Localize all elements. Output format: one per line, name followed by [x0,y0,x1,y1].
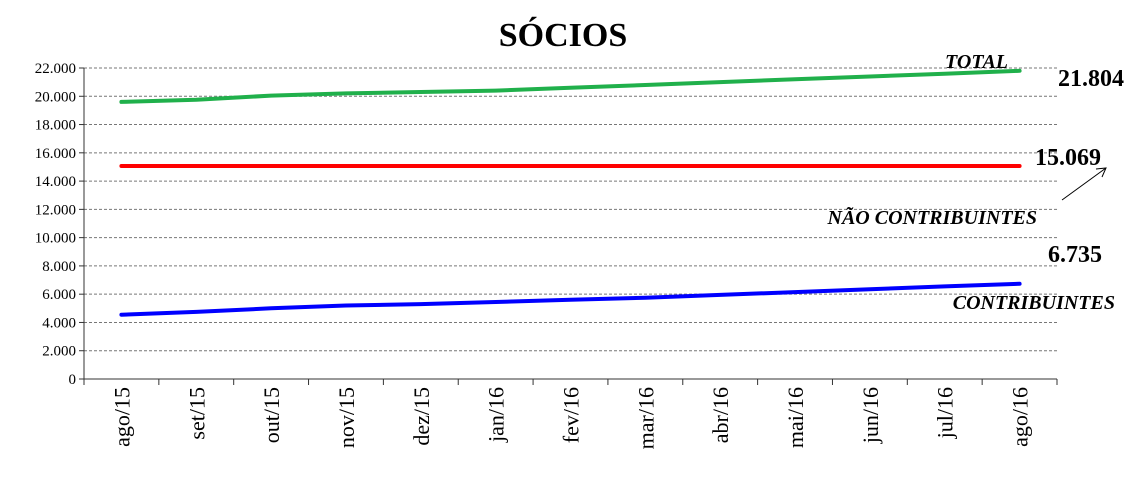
y-axis-ticks: 0 2.000 4.000 6.000 8.000 10.000 12.000 14.000 1… [35,61,84,388]
series-line [119,281,1022,317]
y-tick-label: 10.000 [35,231,76,247]
x-tick-label: fev/16 [559,387,584,443]
x-axis-ticks: ago/15 set/15 out/15 nov/15 dez/15 jan/16 fev/… [83,379,1058,449]
y-tick-label: 18.000 [35,118,76,134]
axes [83,68,1057,380]
series-line [119,68,1022,104]
y-tick-label: 16.000 [35,146,76,162]
x-tick-label: out/15 [259,387,284,443]
x-tick-label: mar/16 [633,387,658,449]
x-tick-label: mai/16 [783,387,808,448]
y-tick-label: 4.000 [42,315,76,331]
y-tick-label: 14.000 [35,174,76,190]
x-tick-label: jul/16 [933,387,958,439]
y-tick-label: 8.000 [42,259,76,275]
series-name-label: NÃO CONTRIBUINTES [827,206,1037,229]
y-tick-label: 22.000 [35,61,76,77]
y-tick-label: 2.000 [42,344,76,360]
x-tick-label: jun/16 [858,387,883,444]
x-tick-label: nov/15 [334,387,359,448]
leader-arrow-line [1061,167,1107,201]
x-tick-label: ago/16 [1008,387,1033,447]
y-tick-label: 12.000 [35,202,76,218]
series-name-label: CONTRIBUINTES [953,292,1115,314]
x-tick-label: set/15 [184,387,209,440]
chart-title: SÓCIOS [499,16,628,54]
leader-arrow-head [1095,167,1107,178]
series-end-value-label: 21.804 [1058,66,1124,92]
x-tick-label: dez/15 [409,387,434,446]
series-name-label: TOTAL [945,51,1008,73]
series-end-value-label: 6.735 [1048,242,1102,268]
grid [84,67,1057,352]
y-tick-label: 6.000 [42,287,76,303]
series-lines [119,68,1022,317]
x-tick-label: jan/16 [484,387,509,443]
y-tick-label: 20.000 [35,89,76,105]
series-end-value-label: 15.069 [1035,145,1101,171]
x-tick-label: abr/16 [708,387,733,443]
y-tick-label: 0 [69,372,77,388]
series-labels: TOTAL 21.804 NÃO CONTRIBUINTES 15.069 CONTRI… [827,51,1124,314]
x-tick-label: ago/15 [109,387,134,447]
